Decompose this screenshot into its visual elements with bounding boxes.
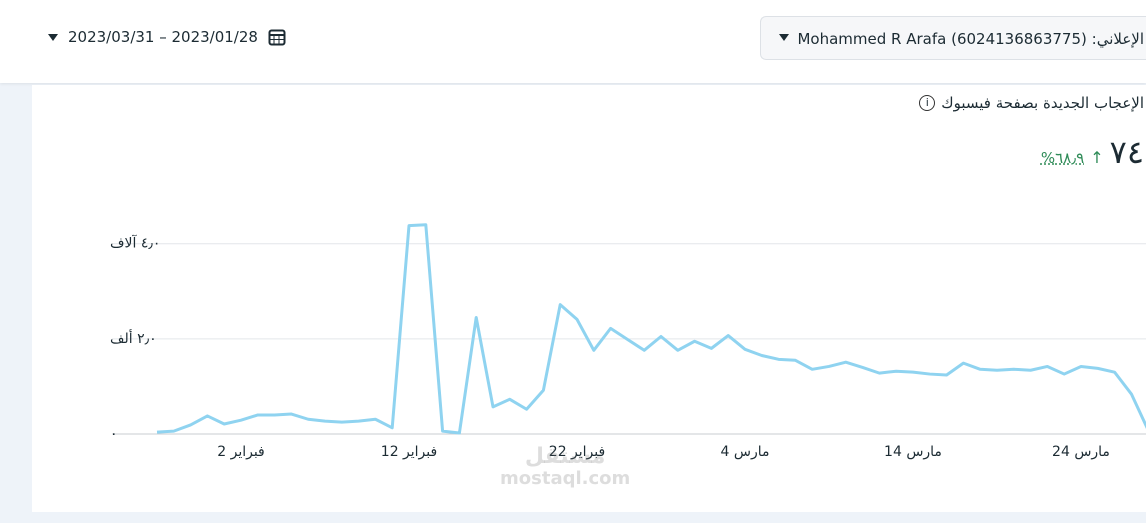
card-title: الإعجاب الجديدة بصفحة فيسبوك i xyxy=(919,94,1144,112)
watermark: مستقل mostaql.com xyxy=(500,444,631,490)
y-tick-label: ٤٫٠ آلاف xyxy=(110,235,160,252)
watermark-brand: مستقل xyxy=(524,444,606,469)
caret xyxy=(779,34,789,41)
watermark-site: mostaql.com xyxy=(500,468,631,490)
top-bar: 2023/03/31 – 2023/01/28 الإعلاني: Mohamm… xyxy=(0,0,1146,83)
chart-title: الإعجاب الجديدة بصفحة فيسبوك xyxy=(941,94,1144,112)
date-range: 2023/03/31 – 2023/01/28 xyxy=(68,28,258,46)
metric: ٧٤ ↑ ٦٨٫٩% xyxy=(1041,133,1144,171)
chart: ٠ ٢٫٠ ألف ٤٫٠ آلاف 2 فبراير 12 فبراير 22 فبرا… xyxy=(110,223,1146,460)
x-tick-label: 24 مارس xyxy=(1052,444,1110,460)
metric-value: ٧٤ xyxy=(1109,133,1144,171)
x-tick-label: 4 مارس xyxy=(721,444,770,460)
x-tick-label: 2 فبراير xyxy=(217,444,265,460)
x-tick-label: 22 فبراير xyxy=(549,444,605,460)
metric-change: ٦٨٫٩% xyxy=(1040,149,1085,167)
data-line xyxy=(156,223,1146,435)
x-tick-label: 14 مارس xyxy=(884,444,942,460)
date-picker[interactable]: 2023/03/31 – 2023/01/28 xyxy=(48,28,286,46)
x-tick-label: 12 فبراير xyxy=(381,444,437,460)
info-icon[interactable]: i xyxy=(919,95,936,111)
calendar-icon xyxy=(268,29,286,46)
y-tick-label: ٢٫٠ ألف xyxy=(110,329,157,347)
caret xyxy=(48,33,58,41)
chart-card: الإعجاب الجديدة بصفحة فيسبوك i ٧٤ ↑ ٦٨٫٩% ٠… xyxy=(32,85,1146,512)
account-name: الإعلاني: Mohammed R Arafa (602413686377… xyxy=(797,30,1144,48)
up-arrow: ↑ xyxy=(1090,148,1104,167)
account-select[interactable]: الإعلاني: Mohammed R Arafa (602413686377… xyxy=(760,16,1146,60)
y-tick-label: ٠ xyxy=(110,426,118,442)
